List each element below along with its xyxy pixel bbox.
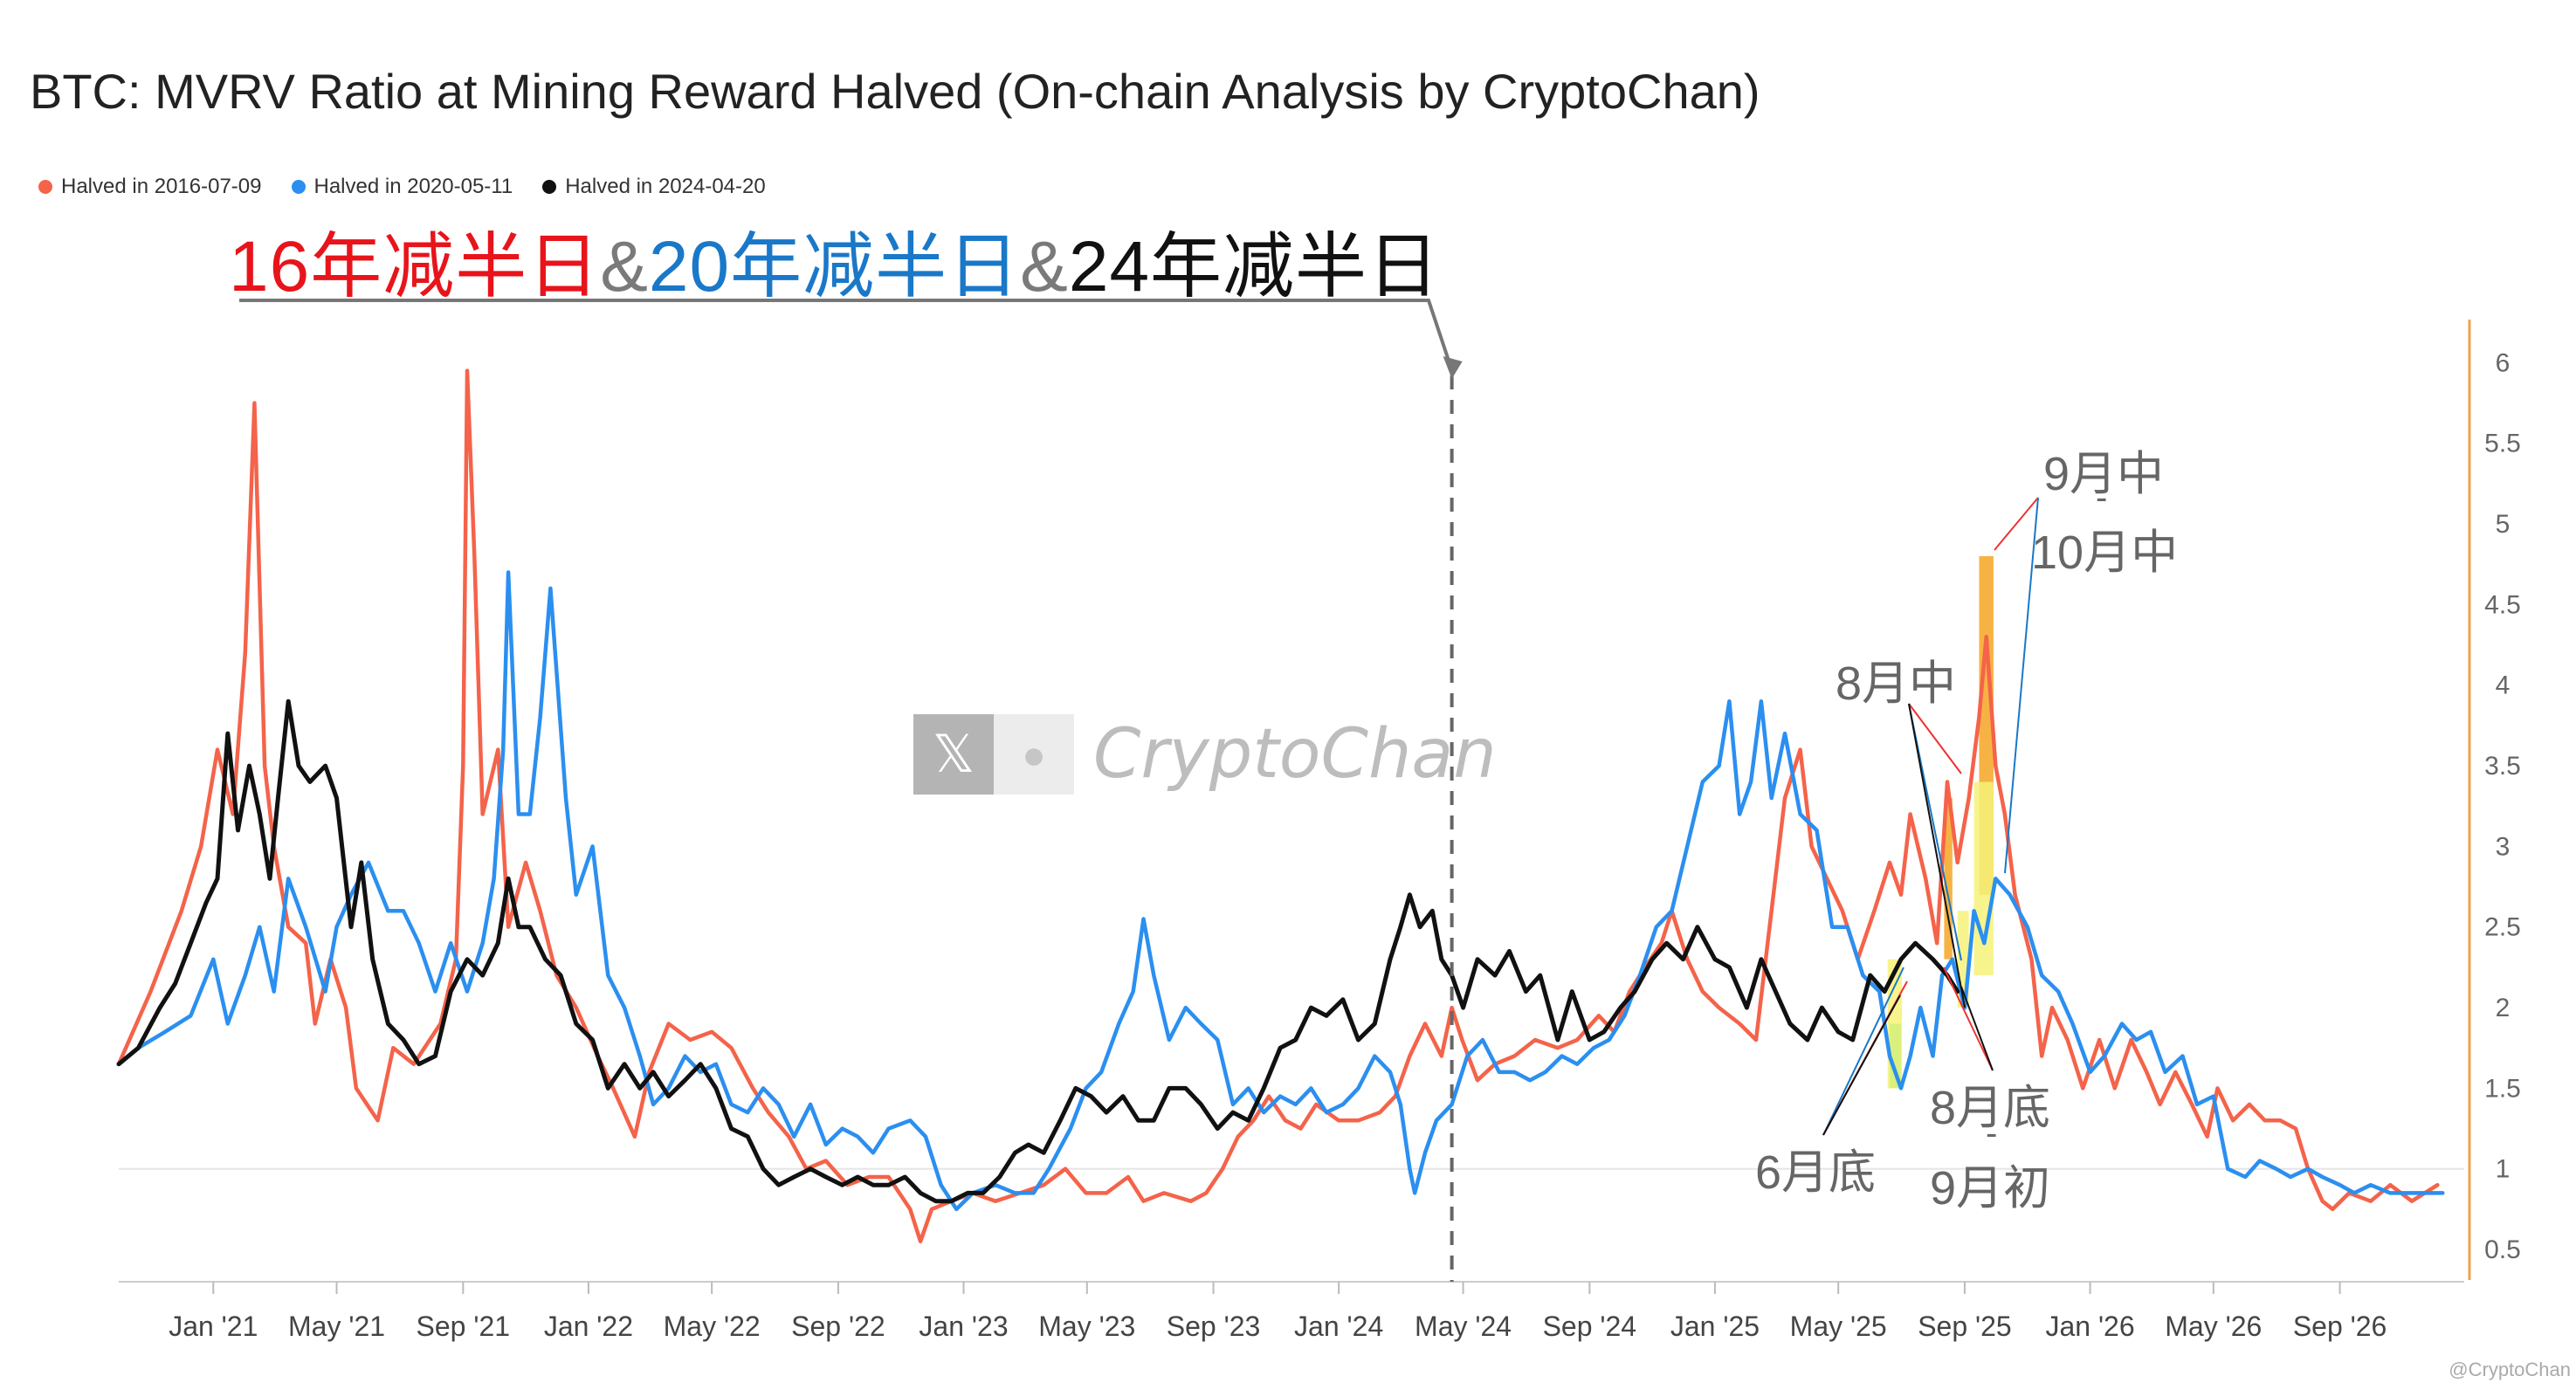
highlight-jun-green — [1890, 1023, 1901, 1089]
annotation-aug-mid: 8月中 — [1836, 657, 1957, 710]
x-tick-label: Jan '21 — [169, 1311, 258, 1342]
y-tick-label: 2 — [2496, 994, 2511, 1022]
annotation-sep-oct-top: 9月中 — [2043, 448, 2165, 500]
pointer-jun-end-black — [1822, 994, 1901, 1136]
pointer-aug-sep-red — [1943, 967, 1994, 1071]
legend-label-2016: Halved in 2016-07-09 — [61, 175, 262, 198]
credit-text: @CryptoChan — [2449, 1359, 2571, 1380]
legend-dot-2016 — [38, 180, 52, 194]
legend-label-2020: Halved in 2020-05-11 — [313, 175, 513, 198]
y-tick-label: 5 — [2496, 510, 2511, 539]
x-tick-label: Jan '22 — [544, 1311, 633, 1342]
y-tick-label: 1.5 — [2484, 1074, 2521, 1103]
y-tick-label: 3.5 — [2484, 752, 2521, 781]
y-tick-label: 1 — [2496, 1155, 2511, 1184]
x-tick-label: Sep '23 — [1167, 1311, 1261, 1342]
x-tick-label: Jan '24 — [1294, 1311, 1383, 1342]
legend-item-2020[interactable]: Halved in 2020-05-11 — [291, 175, 513, 199]
x-tick-label: May '24 — [1415, 1311, 1512, 1342]
watermark: 𝕏 ● CryptoChan — [913, 714, 1497, 795]
annotation-sep-oct-bottom: 10月中 — [2031, 526, 2179, 579]
heading-amp-1: & — [600, 227, 649, 306]
y-tick-label: 0.5 — [2484, 1235, 2521, 1264]
y-tick-label: 2.5 — [2484, 913, 2521, 942]
x-tick-label: Sep '25 — [1918, 1311, 2012, 1342]
pointer-aug-mid-red — [1908, 703, 1962, 774]
x-tick-label: Sep '24 — [1543, 1311, 1637, 1342]
pointer-sep-oct-blue — [2004, 497, 2039, 874]
heading-2016: 16年减半日 — [229, 227, 601, 306]
annotation-sep-oct-dash: - — [2096, 478, 2108, 517]
x-tick-label: Jan '23 — [919, 1311, 1008, 1342]
panda-logo-icon: ● — [994, 714, 1074, 795]
annotation-jun-end: 6月底 — [1755, 1146, 1877, 1199]
x-tick-label: May '25 — [1790, 1311, 1887, 1342]
annotation-aug-sep-dash: - — [1986, 1114, 1998, 1153]
y-tick-label: 3 — [2496, 832, 2511, 861]
legend-item-2016[interactable]: Halved in 2016-07-09 — [38, 175, 262, 199]
series-line-2020 — [116, 570, 2445, 1212]
legend-dot-2020 — [291, 180, 306, 194]
series-line-2024 — [116, 698, 1960, 1204]
pointer-jun-end-blue — [1822, 967, 1904, 1136]
halving-heading: 16年减半日&20年减半日&24年减半日 — [229, 208, 1440, 312]
y-tick-label: 4.5 — [2484, 590, 2521, 619]
highlight-aug-mid — [1944, 798, 1953, 960]
y-tick-label: 6 — [2496, 348, 2511, 377]
watermark-text: CryptoChan — [1093, 715, 1497, 794]
pointer-sep-oct-red — [1994, 497, 2039, 551]
pointer-aug-mid-black — [1908, 703, 1966, 1008]
legend-dot-2024 — [542, 180, 557, 194]
y-tick-label: 5.5 — [2484, 430, 2521, 458]
legend-label-2024: Halved in 2024-04-20 — [565, 175, 766, 198]
annotation-aug-sep-top: 8月底 — [1930, 1082, 2051, 1134]
heading-2020: 20年减半日 — [648, 227, 1021, 306]
annotation-aug-sep-bottom: 9月初 — [1930, 1162, 2051, 1215]
x-logo-icon: 𝕏 — [913, 714, 994, 795]
x-tick-label: May '21 — [288, 1311, 385, 1342]
chart-title: BTC: MVRV Ratio at Mining Reward Halved … — [30, 64, 1760, 119]
x-tick-label: May '26 — [2165, 1311, 2262, 1342]
highlight-sep-yellow — [1973, 781, 1994, 976]
x-tick-label: May '23 — [1038, 1311, 1135, 1342]
legend-item-2024[interactable]: Halved in 2024-04-20 — [542, 175, 766, 199]
x-tick-label: May '22 — [664, 1311, 761, 1342]
y-tick-label: 4 — [2496, 671, 2511, 700]
pointer-aug-sep-black — [1960, 986, 1994, 1071]
x-tick-label: Sep '26 — [2293, 1311, 2387, 1342]
x-tick-label: Sep '21 — [417, 1311, 511, 1342]
heading-amp-2: & — [1020, 227, 1069, 306]
x-tick-label: Jan '26 — [2045, 1311, 2134, 1342]
heading-pointer-arrowhead — [1443, 356, 1463, 379]
heading-pointer-line — [239, 299, 1454, 371]
heading-2024: 24年减半日 — [1068, 227, 1441, 306]
x-tick-label: Sep '22 — [791, 1311, 885, 1342]
x-tick-label: Jan '25 — [1670, 1311, 1760, 1342]
series-line-2016 — [116, 368, 2440, 1244]
legend: Halved in 2016-07-09 Halved in 2020-05-1… — [38, 175, 766, 199]
